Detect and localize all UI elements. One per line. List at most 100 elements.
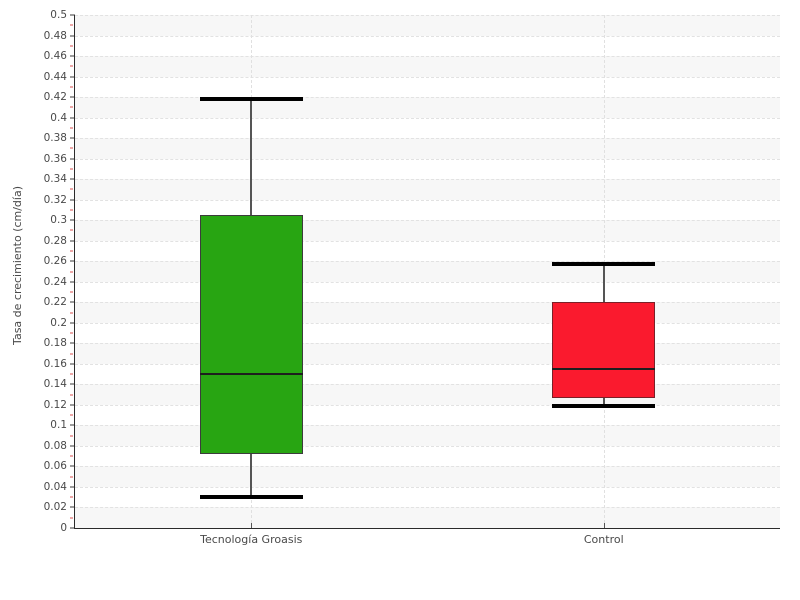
y-tick-label: 0.14 [43,378,67,391]
y-tick-mark [70,260,75,262]
y-tick-label: 0.18 [43,337,67,350]
zebra-band [75,425,780,446]
horizontal-gridline [75,322,780,324]
y-tick-label: 0.06 [43,460,67,473]
y-tick-label: 0.02 [43,501,67,514]
y-minor-tick-mark [70,517,73,519]
x-tick-label-tecnologia-groasis: Tecnología Groasis [200,533,303,546]
zebra-band [75,138,780,159]
y-tick-label: 0.42 [43,91,67,104]
lower-whisker-cap [552,403,656,408]
y-minor-tick-mark [70,127,73,129]
horizontal-gridline [75,466,780,468]
boxplot-control[interactable] [552,15,656,528]
horizontal-gridline [75,343,780,345]
y-tick-label: 0.2 [50,316,67,329]
zebra-band [75,179,780,200]
y-tick-label: 0.3 [50,214,67,227]
y-tick-label: 0.04 [43,480,67,493]
horizontal-gridline [75,302,780,304]
y-minor-tick-mark [70,271,73,272]
y-tick-mark [70,14,75,16]
y-minor-tick-mark [70,373,73,375]
horizontal-gridline [75,486,780,488]
y-tick-mark [70,137,75,139]
y-tick-label: 0.1 [50,419,67,432]
horizontal-gridline [75,35,780,37]
y-tick-label: 0.36 [43,152,67,165]
boxplot-tecnologia-groasis[interactable] [199,15,303,528]
upper-whisker-cap [552,262,656,267]
y-tick-label: 0.22 [43,296,67,309]
y-tick-mark [70,404,75,406]
horizontal-gridline [75,404,780,406]
y-tick-mark [70,383,75,385]
y-tick-mark [70,96,75,98]
y-tick-label: 0 [60,522,67,534]
median-line [552,367,656,370]
y-tick-label: 0.38 [43,132,67,145]
y-tick-label: 0.26 [43,255,67,268]
y-minor-tick-mark [70,24,73,26]
y-tick-label: 0.12 [43,398,67,411]
y-tick-mark [70,35,75,37]
y-tick-label: 0.5 [50,9,67,21]
y-tick-label: 0.46 [43,50,67,63]
y-axis-tick-labels: 0 0.02 0.04 0.06 0.08 0.1 0.12 0.14 0.16 0.18 0.2 0… [34,0,70,540]
y-tick-mark [70,281,75,283]
y-minor-tick-mark [70,65,73,67]
horizontal-gridline [75,199,780,201]
y-tick-mark [70,486,75,488]
horizontal-gridline [75,97,780,99]
horizontal-gridline [75,179,780,181]
horizontal-gridline [75,384,780,386]
y-minor-tick-mark [70,496,73,498]
horizontal-gridline [75,425,780,427]
y-minor-tick-mark [70,353,73,355]
y-minor-tick-mark [70,209,73,211]
y-tick-label: 0.44 [43,70,67,83]
y-tick-label: 0.08 [43,439,67,452]
x-axis-line [75,528,780,529]
y-tick-mark [70,55,75,57]
horizontal-gridline [75,117,780,119]
y-tick-mark [70,117,75,119]
x-tick-mark [251,523,253,528]
y-minor-tick-mark [70,229,73,231]
y-tick-label: 0.32 [43,193,67,206]
zebra-band [75,507,780,528]
zebra-band [75,261,780,282]
horizontal-gridline [75,261,780,263]
y-axis-title: Tasa de crecimiento (cm/día) [0,0,34,530]
x-tick-mark [603,523,605,528]
y-tick-mark [70,240,75,242]
lower-whisker-cap [199,495,303,500]
box-iqr [199,215,303,455]
y-minor-tick-mark [70,250,73,252]
zebra-band [75,97,780,118]
y-minor-tick-mark [70,147,73,149]
zebra-band [75,343,780,364]
y-tick-label: 0.4 [50,111,67,124]
y-minor-tick-mark [70,414,73,416]
upper-whisker-cap [199,97,303,102]
horizontal-gridline [75,56,780,58]
horizontal-gridline [75,158,780,160]
y-minor-tick-mark [70,86,73,88]
y-minor-tick-mark [70,106,73,108]
y-tick-mark [70,322,75,324]
x-tick-label-control: Control [583,533,624,546]
y-tick-mark [70,424,75,426]
y-tick-mark [70,445,75,447]
y-tick-mark [70,219,75,221]
y-tick-mark [70,342,75,344]
y-axis-title-text: Tasa de crecimiento (cm/día) [10,185,24,345]
y-tick-mark [70,363,75,365]
zebra-band [75,302,780,323]
zebra-band [75,220,780,241]
horizontal-gridline [75,240,780,242]
horizontal-gridline [75,138,780,140]
y-minor-tick-mark [70,435,73,437]
plot-area [75,15,780,528]
